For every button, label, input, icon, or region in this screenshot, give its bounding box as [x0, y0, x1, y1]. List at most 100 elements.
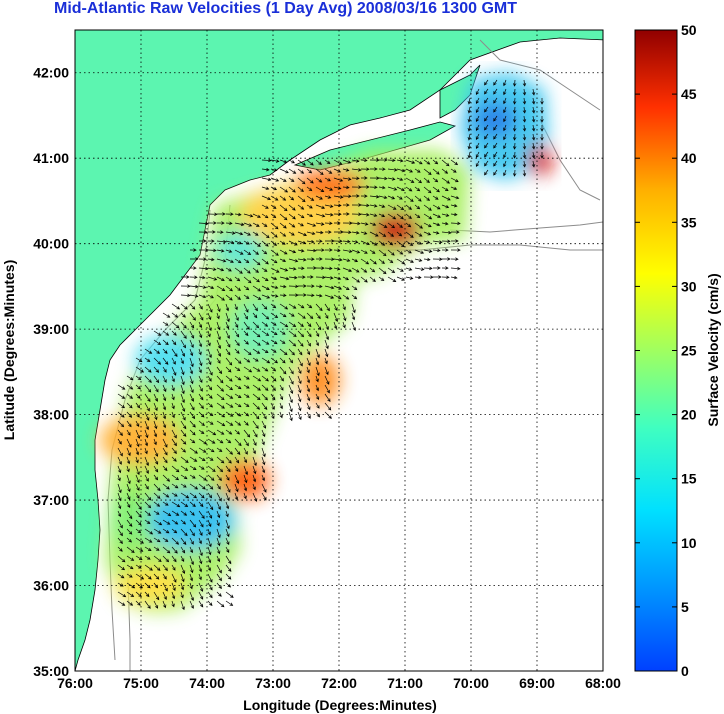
velocity-arrow	[234, 267, 243, 274]
colorbar	[634, 29, 678, 672]
velocity-arrow	[189, 411, 196, 420]
velocity-arrow	[180, 411, 186, 421]
velocity-arrow	[493, 115, 498, 122]
velocity-arrow	[342, 168, 350, 172]
velocity-arrow	[441, 266, 449, 270]
velocity-arrow	[297, 249, 305, 253]
velocity-arrow	[324, 402, 332, 411]
velocity-arrow	[512, 115, 517, 123]
velocity-arrow	[324, 384, 330, 394]
velocity-arrow	[387, 231, 395, 237]
velocity-arrow	[405, 222, 412, 228]
velocity-arrow	[180, 564, 186, 574]
velocity-arrow	[315, 177, 323, 183]
velocity-arrow	[207, 312, 212, 321]
velocity-arrow	[198, 366, 202, 374]
velocity-arrow	[252, 249, 259, 255]
velocity-arrow	[522, 142, 527, 150]
velocity-arrow	[351, 240, 359, 244]
velocity-arrow	[360, 231, 368, 235]
velocity-arrow	[531, 160, 536, 168]
velocity-arrow	[198, 582, 204, 592]
velocity-arrow	[171, 483, 179, 489]
velocity-arrow	[225, 339, 231, 348]
velocity-arrow	[484, 88, 489, 95]
velocity-arrow	[171, 555, 177, 563]
velocity-arrow	[207, 330, 211, 338]
velocity-arrow	[198, 537, 202, 545]
velocity-arrow	[351, 267, 360, 273]
velocity-arrow	[126, 375, 134, 381]
y-tick-labels: 35:00 36:00 37:00 38:00 39:00 40:00 41:00 42:00	[33, 65, 69, 679]
velocity-arrow	[493, 133, 498, 140]
velocity-arrow	[315, 168, 324, 176]
velocity-arrow	[279, 222, 287, 229]
velocity-arrow	[144, 474, 149, 482]
velocity-arrow	[180, 456, 189, 463]
velocity-arrow	[493, 142, 498, 149]
velocity-arrow	[234, 258, 242, 264]
velocity-arrow	[270, 267, 280, 273]
velocity-arrow	[243, 222, 253, 227]
velocity-arrow	[162, 501, 169, 506]
velocity-arrow	[378, 185, 386, 190]
velocity-arrow	[216, 276, 225, 282]
velocity-arrow	[270, 348, 277, 353]
velocity-arrow	[207, 528, 211, 536]
velocity-arrow	[162, 465, 168, 472]
velocity-arrow	[135, 411, 140, 418]
velocity-arrow	[126, 456, 131, 465]
velocity-arrow	[225, 212, 234, 216]
velocity-arrow	[475, 160, 480, 168]
x-tick-label: 71:00	[387, 675, 423, 691]
velocity-arrow	[243, 276, 252, 284]
colorbar-tick-label: 0	[681, 663, 689, 679]
velocity-arrow	[144, 357, 151, 362]
velocity-arrow	[153, 375, 160, 384]
velocity-arrow	[306, 186, 313, 192]
velocity-arrow	[315, 293, 323, 298]
velocity-arrow	[198, 474, 207, 481]
velocity-arrow	[180, 312, 186, 318]
velocity-arrow	[288, 293, 299, 297]
velocity-arrow	[324, 330, 329, 341]
velocity-arrow	[252, 312, 258, 319]
velocity-arrow	[270, 168, 278, 172]
velocity-arrow	[288, 177, 295, 182]
velocity-arrow	[306, 393, 311, 402]
velocity-arrow	[450, 177, 459, 183]
velocity-arrow	[261, 294, 271, 299]
velocity-arrow	[342, 312, 347, 322]
velocity-arrow	[189, 456, 198, 462]
velocity-arrow	[423, 204, 432, 211]
y-tick-label: 35:00	[33, 663, 69, 679]
velocity-arrow	[270, 330, 278, 336]
velocity-arrow	[270, 195, 279, 201]
velocity-arrow	[243, 357, 251, 363]
velocity-arrow	[153, 465, 159, 473]
x-tick-label: 75:00	[123, 675, 159, 691]
velocity-arrow	[378, 158, 388, 162]
velocity-arrow	[198, 393, 204, 401]
x-tick-labels: 76:00 75:00 74:00 73:00 72:00 71:00 70:00 69:00…	[57, 675, 621, 691]
velocity-arrow	[261, 375, 269, 382]
velocity-arrow	[171, 474, 180, 481]
velocity-arrow	[467, 115, 472, 123]
velocity-arrow	[207, 294, 214, 299]
velocity-arrow	[135, 564, 142, 569]
velocity-arrow	[324, 294, 335, 299]
velocity-arrow	[117, 528, 123, 537]
velocity-arrow	[423, 249, 433, 253]
velocity-arrow	[297, 284, 307, 288]
velocity-arrow	[216, 330, 221, 341]
velocity-arrow	[522, 124, 527, 132]
velocity-arrow	[531, 88, 536, 96]
velocity-arrow	[234, 348, 240, 354]
velocity-arrow	[252, 303, 258, 312]
velocity-arrow	[387, 267, 396, 273]
velocity-arrow	[423, 275, 434, 279]
colorbar-tick-label: 45	[681, 86, 697, 102]
velocity-arrow	[207, 285, 215, 289]
velocity-arrow	[297, 402, 302, 412]
velocity-arrow	[351, 258, 359, 263]
